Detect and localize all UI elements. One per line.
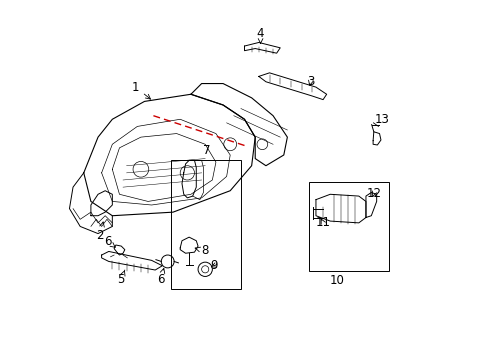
Text: 4: 4	[256, 27, 264, 43]
Text: 2: 2	[96, 222, 104, 242]
Text: 7: 7	[203, 144, 210, 157]
Text: 8: 8	[195, 244, 208, 257]
Text: 13: 13	[374, 113, 388, 126]
Bar	[171, 160, 241, 289]
Text: 10: 10	[329, 274, 344, 287]
Text: 12: 12	[366, 187, 381, 200]
Text: 6: 6	[157, 269, 164, 286]
Text: 5: 5	[117, 270, 125, 286]
Bar	[308, 182, 388, 271]
Text: 11: 11	[315, 216, 330, 229]
Text: 1: 1	[132, 81, 150, 99]
Text: 6: 6	[104, 235, 115, 248]
Text: 9: 9	[210, 259, 218, 272]
Text: 3: 3	[306, 75, 314, 88]
